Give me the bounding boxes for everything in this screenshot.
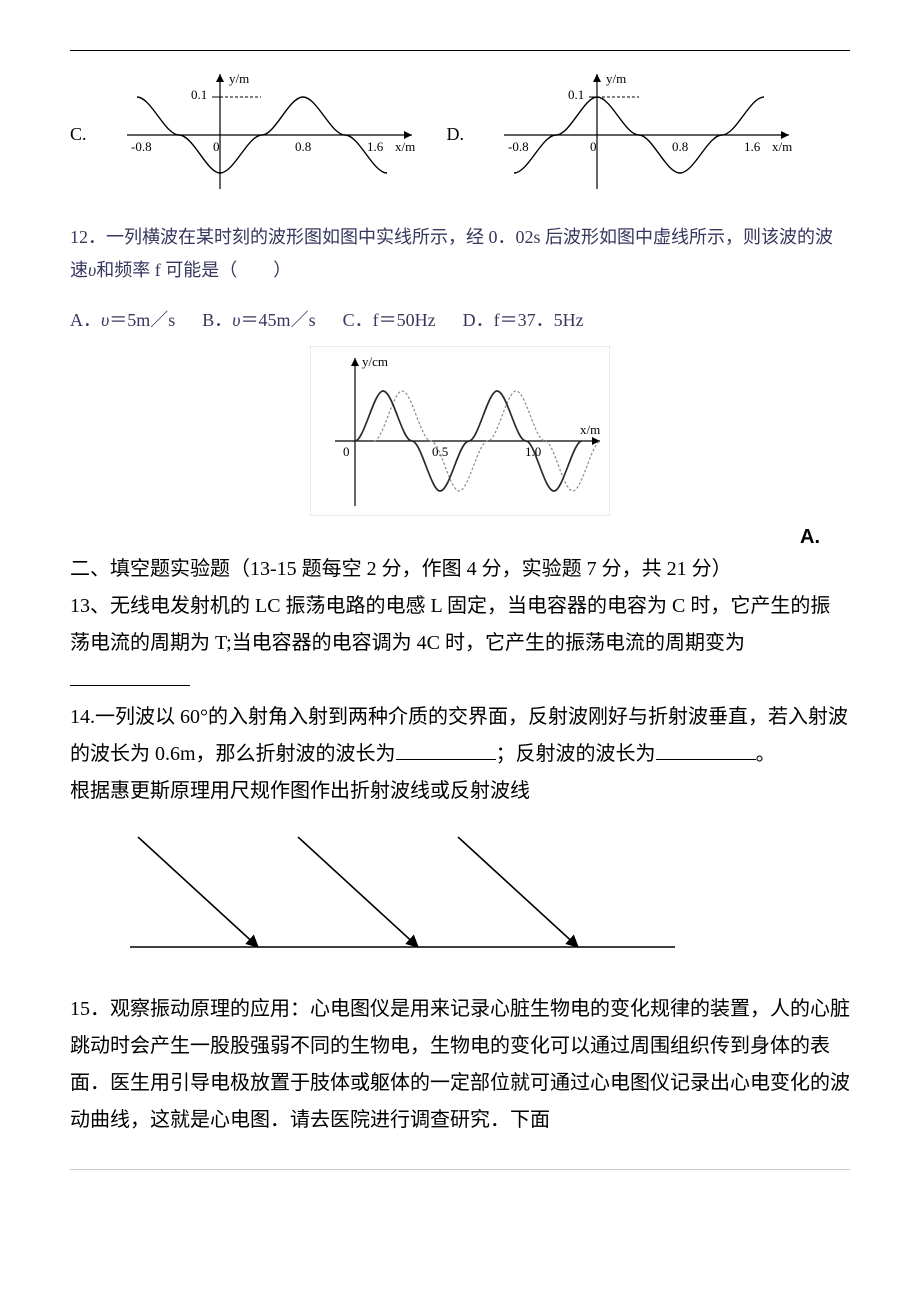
svg-text:x/m: x/m: [580, 422, 600, 437]
xtick-0: 0: [213, 139, 220, 154]
ytick: 0.1: [191, 87, 207, 102]
figure-row-cd: C. y/m x/m -0.8 0 0.8 1.6 0.1: [70, 69, 850, 199]
optD: D．f＝37．5Hz: [463, 310, 584, 330]
fig-c-label: C.: [70, 124, 87, 145]
q12-t2: 和频率 f 可能是（ ）: [96, 260, 291, 280]
optA-pre: A．: [70, 310, 101, 330]
svg-text:0: 0: [590, 139, 597, 154]
svg-text:-0.8: -0.8: [508, 139, 529, 154]
q15: 15．观察振动原理的应用：心电图仪是用来记录心脏生物电的变化规律的装置，人的心脏…: [70, 991, 850, 1139]
fig-d-chart: y/m x/m -0.8 0 0.8 1.6 0.1: [494, 69, 794, 199]
q14-draw-text: 根据惠更斯原理用尺规作图作出折射波线或反射波线: [70, 773, 850, 810]
q12-options: A．υ＝5m／s B．υ＝45m／s C．f＝50Hz D．f＝37．5Hz: [70, 306, 850, 332]
q13-text: 13、无线电发射机的 LC 振荡电路的电感 L 固定，当电容器的电容为 C 时，…: [70, 595, 830, 654]
xlabel: x/m: [395, 139, 415, 154]
q12-answer-mark: A.: [70, 526, 850, 549]
optB-v: υ: [232, 310, 240, 330]
svg-text:y/m: y/m: [606, 71, 626, 86]
fig-d-label: D.: [447, 124, 465, 145]
top-rule: [70, 50, 850, 51]
q12-wave-chart: y/cm x/m 0 0.5 1.0: [310, 346, 610, 516]
bottom-rule: [70, 1169, 850, 1170]
q14-blank1: [396, 737, 496, 760]
optB-pre: B．: [202, 310, 232, 330]
q14-b: ；反射波的波长为: [496, 743, 656, 765]
xtick-2: 1.6: [367, 139, 384, 154]
fig-c-chart: y/m x/m -0.8 0 0.8 1.6 0.1: [117, 69, 417, 199]
svg-text:0.8: 0.8: [672, 139, 688, 154]
svg-text:0.5: 0.5: [432, 444, 448, 459]
optA-post: ＝5m／s: [109, 310, 175, 330]
arrow-figure: [130, 832, 850, 967]
q14: 14.一列波以 60°的入射角入射到两种介质的交界面，反射波刚好与折射波垂直，若…: [70, 699, 850, 773]
q12-figure: y/cm x/m 0 0.5 1.0: [70, 346, 850, 516]
q13-blank: [70, 663, 190, 686]
section2-header: 二、填空题实验题（13-15 题每空 2 分，作图 4 分，实验题 7 分，共 …: [70, 551, 850, 588]
optC: C．f＝50Hz: [343, 310, 436, 330]
svg-text:y/cm: y/cm: [362, 354, 388, 369]
q14-c: 。: [756, 743, 776, 765]
svg-text:0: 0: [343, 444, 350, 459]
svg-text:0.1: 0.1: [568, 87, 584, 102]
optB-post: ＝45m／s: [241, 310, 316, 330]
svg-text:x/m: x/m: [772, 139, 792, 154]
q12-text: 12．一列横波在某时刻的波形图如图中实线所示，经 0．02s 后波形如图中虚线所…: [70, 221, 850, 288]
xtick-1: 0.8: [295, 139, 311, 154]
svg-text:1.6: 1.6: [744, 139, 761, 154]
xtick-neg: -0.8: [131, 139, 152, 154]
ylabel: y/m: [229, 71, 249, 86]
q13: 13、无线电发射机的 LC 振荡电路的电感 L 固定，当电容器的电容为 C 时，…: [70, 588, 850, 699]
q14-blank2: [656, 737, 756, 760]
